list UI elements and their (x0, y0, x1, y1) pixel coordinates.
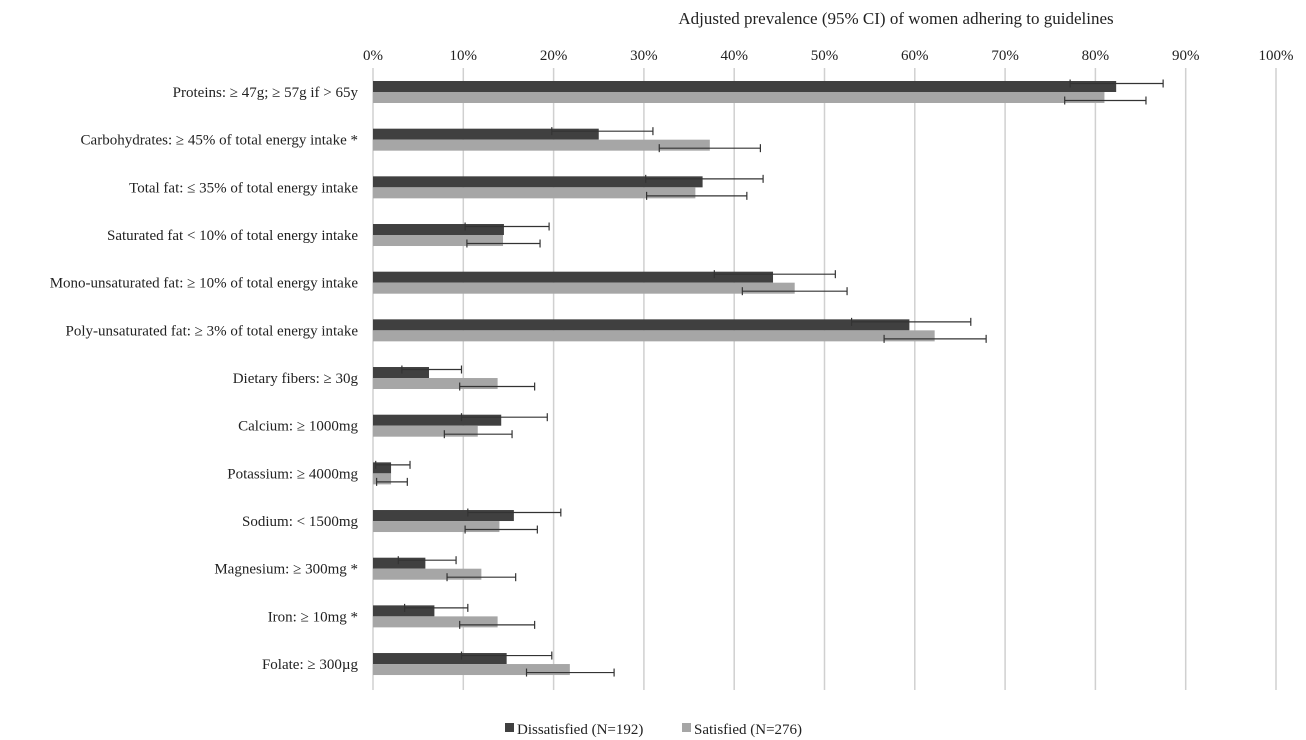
legend-swatch-satisfied (682, 723, 691, 732)
bar-dissatisfied (373, 367, 429, 379)
category-label: Poly-unsaturated fat: ≥ 3% of total ener… (66, 323, 359, 339)
bar-satisfied (373, 282, 795, 294)
x-tick-label: 0% (363, 48, 383, 64)
category-label: Mono-unsaturated fat: ≥ 10% of total ene… (50, 276, 359, 292)
category-label: Sodium: < 1500mg (242, 514, 358, 530)
x-tick-label: 40% (720, 48, 748, 64)
x-tick-label: 80% (1082, 48, 1110, 64)
category-label: Folate: ≥ 300µg (262, 657, 359, 673)
error-bars (375, 79, 1164, 677)
category-label: Proteins: ≥ 47g; ≥ 57g if > 65y (173, 85, 359, 101)
bar-dissatisfied (373, 176, 703, 188)
legend-label: Dissatisfied (N=192) (517, 722, 643, 738)
bar-dissatisfied (373, 81, 1117, 92)
bar-satisfied (373, 425, 478, 437)
bars (373, 81, 1117, 676)
bar-dissatisfied (373, 510, 514, 522)
category-label: Potassium: ≥ 4000mg (227, 466, 358, 482)
bar-satisfied (373, 139, 710, 151)
x-tick-label: 100% (1259, 48, 1294, 64)
x-tick-label: 90% (1172, 48, 1200, 64)
bar-dissatisfied (373, 462, 392, 474)
x-tick-labels: 0% 10% 20% 30% 40% 50% 60% 70% 80% 90% 100% (363, 48, 1294, 64)
bar-dissatisfied (373, 319, 910, 331)
bar-satisfied (373, 187, 696, 199)
bar-satisfied (373, 330, 935, 342)
bar-satisfied (373, 521, 500, 533)
x-tick-label: 30% (630, 48, 658, 64)
category-label: Carbohydrates: ≥ 45% of total energy int… (81, 133, 358, 149)
bar-dissatisfied (373, 224, 504, 236)
x-tick-label: 60% (901, 48, 929, 64)
bar-satisfied (373, 616, 498, 628)
legend-label: Satisfied (N=276) (694, 722, 802, 738)
bar-satisfied (373, 235, 504, 247)
legend: Dissatisfied (N=192) Satisfied (N=276) (505, 722, 802, 738)
legend-swatch-dissatisfied (505, 723, 514, 732)
x-tick-label: 20% (540, 48, 568, 64)
x-axis-title: Adjusted prevalence (95% CI) of women ad… (678, 9, 1113, 28)
bar-satisfied (373, 92, 1105, 103)
bar-dissatisfied (373, 653, 507, 665)
bar-satisfied (373, 568, 482, 580)
bar-dissatisfied (373, 605, 435, 617)
bar-satisfied (373, 473, 392, 485)
category-label: Calcium: ≥ 1000mg (238, 419, 358, 435)
bar-dissatisfied (373, 557, 426, 569)
x-tick-label: 50% (811, 48, 839, 64)
x-tick-label: 70% (991, 48, 1019, 64)
category-labels: Proteins: ≥ 47g; ≥ 57g if > 65y Carbohydr… (50, 85, 359, 673)
category-label: Iron: ≥ 10mg * (268, 609, 358, 625)
bar-dissatisfied (373, 271, 774, 283)
category-label: Total fat: ≤ 35% of total energy intake (129, 180, 358, 196)
category-label: Dietary fibers: ≥ 30g (233, 371, 359, 387)
gridlines (372, 68, 1277, 690)
bar-satisfied (373, 664, 570, 676)
bar-dissatisfied (373, 414, 502, 426)
bar-satisfied (373, 378, 498, 390)
category-label: Saturated fat < 10% of total energy inta… (107, 228, 358, 244)
bar-dissatisfied (373, 128, 599, 140)
x-tick-label: 10% (450, 48, 478, 64)
category-label: Magnesium: ≥ 300mg * (214, 562, 358, 578)
